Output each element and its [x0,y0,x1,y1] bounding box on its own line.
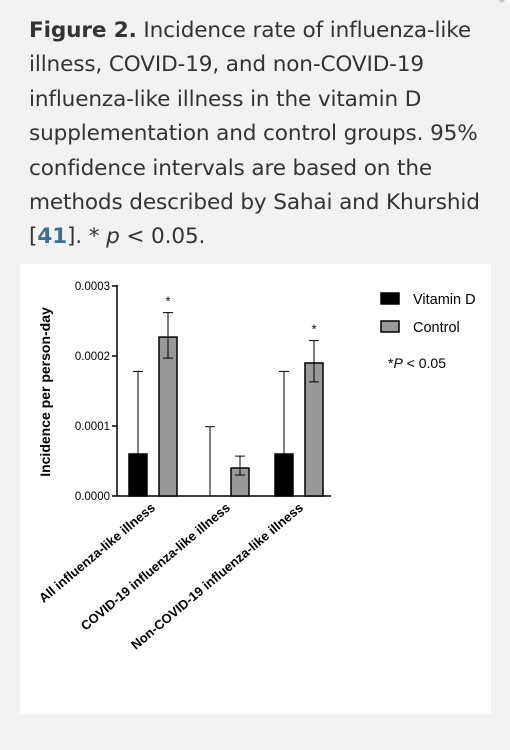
legend-label: Control [413,320,460,336]
significance-star: * [311,322,316,337]
chart-tick-labels: 0.0000 0.0001 0.0002 0.0003 [75,281,110,503]
chevron-down-icon [498,0,506,4]
chart-axes [112,285,331,497]
bar-control [158,336,178,497]
y-tick-label: 0.0000 [75,491,110,503]
figure-label: Figure 2. [29,18,137,43]
caption-text: Incidence rate of influenza-like illness… [29,18,480,216]
figure-caption: Figure 2. Incidence rate of influenza-li… [29,14,499,255]
significance-threshold: < 0.05. [119,224,206,250]
significance-star: * [88,224,107,250]
reference-link[interactable]: 41 [37,224,68,250]
chart-legend: Vitamin D Control *P < 0.05 [380,292,476,371]
chart-bars [128,336,324,497]
significance-star: * [165,294,170,309]
significance-p: p [106,224,120,250]
y-tick-label: 0.0002 [75,351,110,363]
y-tick-label: 0.0003 [75,281,110,293]
x-category-label: COVID-19 influenza-like illness [78,500,233,634]
x-category-label: All influenza-like illness [36,500,158,606]
legend-swatch [380,320,400,333]
chart-error-bars [133,312,319,496]
bar-vitamin-d [274,453,294,497]
bar-control [304,362,324,497]
bar-vitamin-d [128,453,148,497]
y-axis-label: Incidence per person-day [37,307,53,477]
reference-open: [ [29,224,38,250]
legend-significance-note: *P < 0.05 [388,355,446,371]
legend-label: Vitamin D [413,292,476,308]
legend-swatch [380,292,400,305]
chart-significance-marks: ** [165,294,316,337]
y-tick-label: 0.0001 [75,421,110,433]
figure-panel: * * 0.0000 0.0001 0.0002 0.0003 All influenz… [20,264,491,714]
reference-close: ]. [67,224,83,250]
